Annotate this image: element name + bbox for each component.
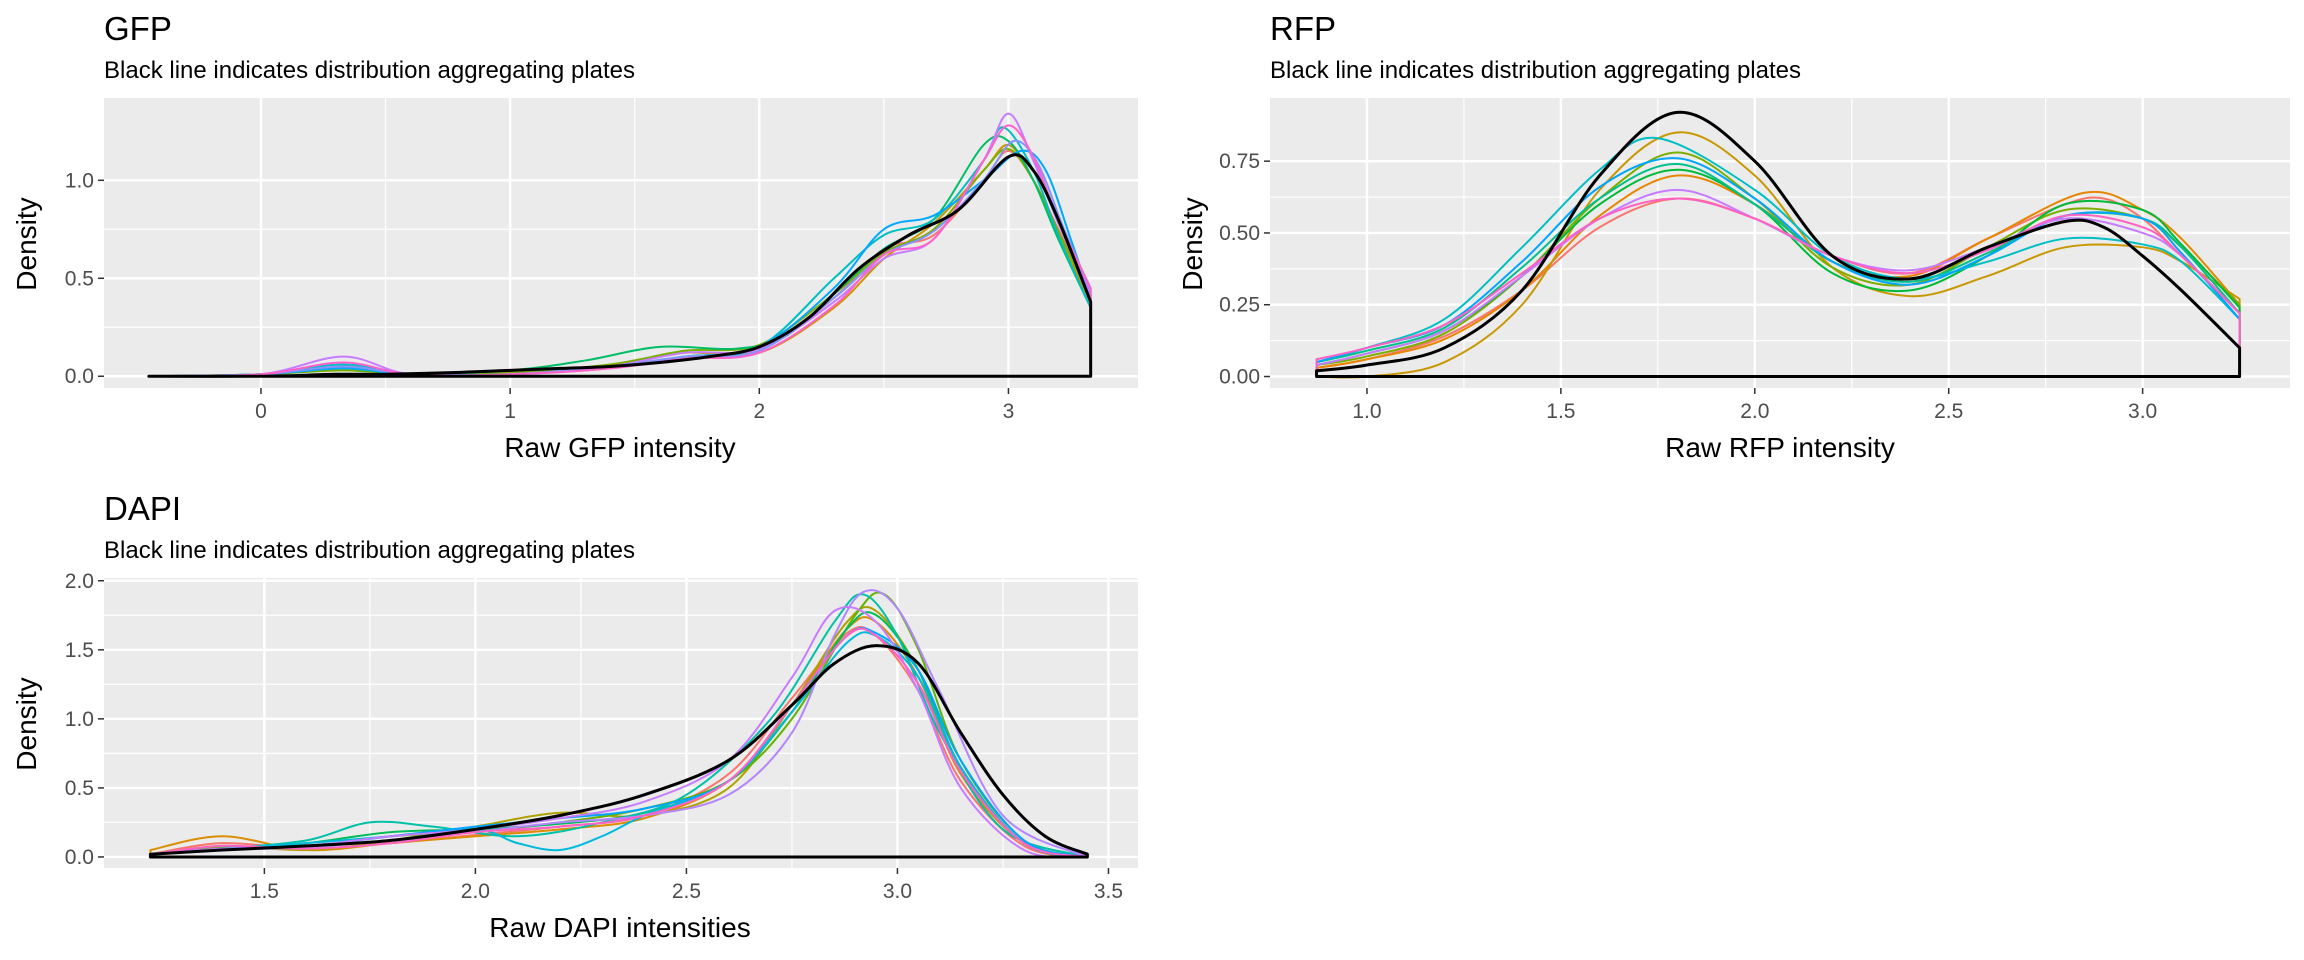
x-axis-title: Raw DAPI intensities — [489, 912, 750, 943]
x-tick-label: 3.0 — [883, 880, 912, 903]
y-tick-label: 0.5 — [65, 267, 94, 290]
x-tick-label: 1.5 — [250, 880, 279, 903]
x-tick-label: 2.5 — [1934, 400, 1963, 423]
y-tick-label: 2.0 — [65, 570, 94, 593]
x-tick-label: 2.0 — [461, 880, 490, 903]
density-curve — [147, 153, 1093, 378]
y-tick-label: 0.0 — [65, 365, 94, 388]
panel-background — [104, 578, 1138, 868]
rfp-chart-svg: RFP Black line indicates distribution ag… — [1177, 10, 2290, 463]
x-tick-label: 3 — [1003, 400, 1015, 423]
x-tick-label: 2.0 — [1740, 400, 1769, 423]
gfp-chart-svg: GFP Black line indicates distribution ag… — [11, 10, 1138, 463]
y-tick-label: 1.0 — [65, 708, 94, 731]
x-tick-label: 0 — [255, 400, 267, 423]
y-tick-label: 0.5 — [65, 777, 94, 800]
y-tick-label: 0.0 — [65, 846, 94, 869]
chart-title: RFP — [1270, 10, 1336, 47]
density-curve — [148, 644, 1089, 859]
x-axis-title: Raw RFP intensity — [1665, 432, 1895, 463]
y-tick-label: 0.50 — [1219, 222, 1260, 245]
x-tick-label: 2 — [753, 400, 765, 423]
y-tick-label: 0.75 — [1219, 150, 1260, 173]
density-curve — [1315, 110, 2242, 379]
chart-title: DAPI — [104, 490, 181, 527]
x-axis-title: Raw GFP intensity — [504, 432, 735, 463]
density-curve — [149, 627, 1089, 858]
density-curve — [1315, 136, 2241, 378]
density-curve — [1315, 131, 2241, 379]
plot-area: 1.0 1.5 2.0 2.5 3.0 0.00 0.25 0.50 0.75 — [1219, 98, 2290, 423]
density-curve — [1315, 157, 2241, 378]
chart-subtitle: Black line indicates distribution aggreg… — [1270, 57, 1801, 84]
chart-subtitle: Black line indicates distribution aggreg… — [104, 537, 635, 564]
panel-background — [1270, 98, 2290, 388]
y-axis-title: Density — [1177, 197, 1208, 290]
x-tick-label: 3.5 — [1094, 880, 1123, 903]
density-curve — [147, 124, 1092, 378]
plot-area: 1.5 2.0 2.5 3.0 3.5 0.0 0.5 1.0 1.5 2.0 — [65, 570, 1138, 903]
chart-subtitle: Black line indicates distribution aggreg… — [104, 57, 635, 84]
y-tick-label: 1.5 — [65, 639, 94, 662]
x-tick-label: 1.5 — [1546, 400, 1575, 423]
y-tick-label: 1.0 — [65, 169, 94, 192]
plot-area: 0 1 2 3 0.0 0.5 1.0 — [65, 98, 1138, 423]
density-curve — [1315, 197, 2241, 378]
x-tick-label: 1 — [504, 400, 516, 423]
dapi-density-chart: DAPI Black line indicates distribution a… — [0, 480, 1152, 960]
y-tick-label: 0.00 — [1219, 366, 1260, 389]
dapi-chart-svg: DAPI Black line indicates distribution a… — [11, 490, 1138, 943]
x-tick-label: 1.0 — [1352, 400, 1381, 423]
rfp-density-chart: RFP Black line indicates distribution ag… — [1166, 0, 2304, 480]
x-tick-label: 3.0 — [2128, 400, 2157, 423]
y-axis-title: Density — [11, 677, 42, 770]
panel-background — [104, 98, 1138, 388]
y-axis-title: Density — [11, 197, 42, 290]
gfp-density-chart: GFP Black line indicates distribution ag… — [0, 0, 1152, 480]
x-tick-label: 2.5 — [672, 880, 701, 903]
chart-title: GFP — [104, 10, 172, 47]
density-curve — [149, 631, 1089, 858]
y-tick-label: 0.25 — [1219, 294, 1260, 317]
density-curve — [147, 126, 1092, 378]
density-curve — [149, 593, 1089, 858]
